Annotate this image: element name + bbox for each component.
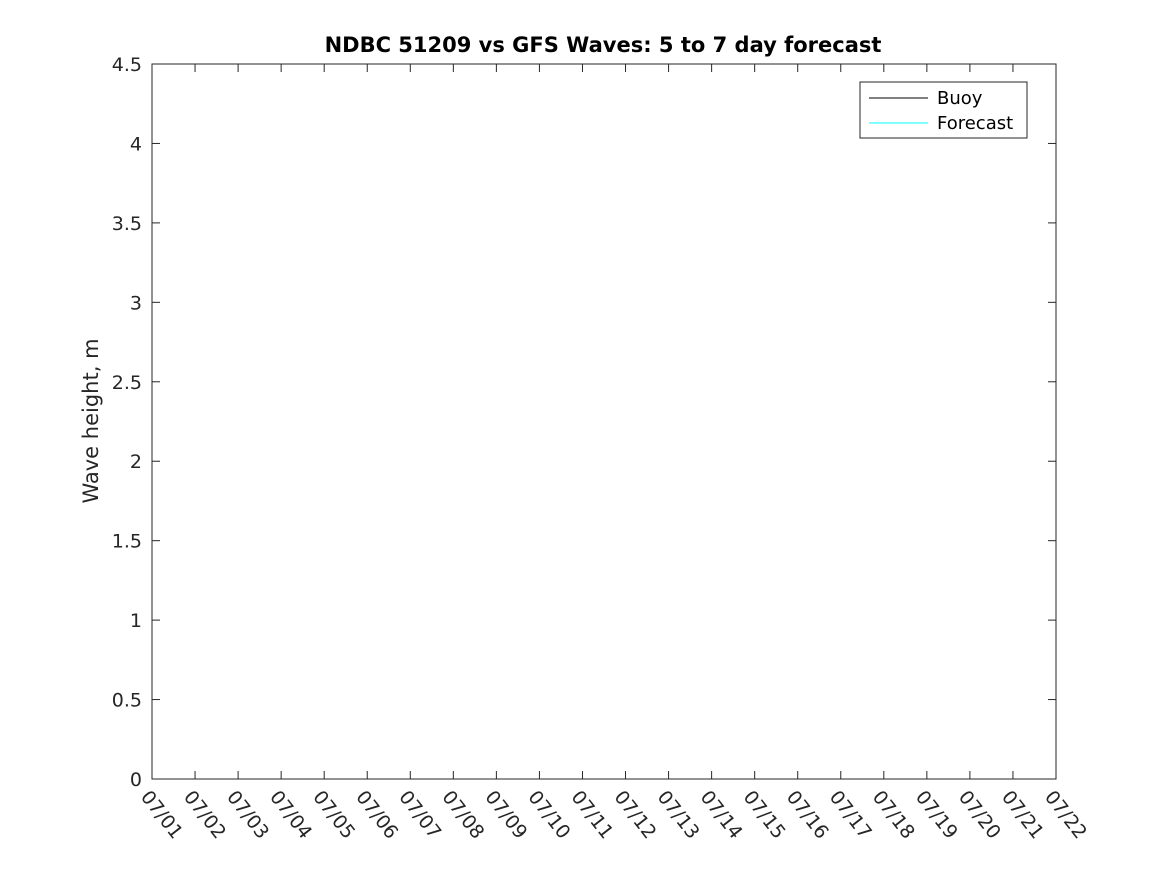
x-tick-label: 07/01 — [136, 787, 187, 844]
x-tick-label: 07/08 — [437, 787, 488, 844]
y-tick-label: 1 — [130, 610, 142, 632]
x-tick-label: 07/06 — [351, 787, 402, 844]
x-tick-label: 07/22 — [1040, 787, 1091, 844]
plot-frame — [151, 63, 1057, 780]
x-tick-label: 07/18 — [868, 787, 919, 844]
x-tick-label: 07/07 — [394, 787, 445, 844]
y-tick-label: 2 — [130, 451, 142, 473]
y-tick-label: 3 — [130, 292, 142, 314]
legend-label-buoy: Buoy — [937, 88, 983, 109]
x-tick-label: 07/20 — [954, 787, 1005, 844]
y-tick-label: 3.5 — [112, 213, 142, 235]
x-tick-label: 07/12 — [610, 787, 661, 844]
y-tick-label: 4.5 — [112, 54, 142, 76]
x-tick-label: 07/05 — [308, 787, 359, 844]
x-tick-label: 07/11 — [567, 787, 618, 844]
y-tick-label: 0.5 — [112, 690, 142, 712]
x-tick-label: 07/03 — [222, 787, 273, 844]
y-tick-label: 4 — [130, 133, 142, 155]
plot-area — [152, 64, 1056, 779]
x-tick-label: 07/10 — [523, 787, 574, 844]
y-axis-label: Wave height, m — [79, 338, 103, 503]
y-tick-label: 0 — [130, 769, 142, 791]
x-tick-label: 07/19 — [911, 787, 962, 844]
legend-box — [859, 81, 1028, 139]
x-tick-label: 07/13 — [653, 787, 704, 844]
legend: Buoy Forecast — [859, 81, 1028, 139]
y-tick-label: 1.5 — [112, 531, 142, 553]
x-tick-label: 07/17 — [825, 787, 876, 844]
x-tick-label: 07/09 — [480, 787, 531, 844]
x-tick-label: 07/02 — [179, 787, 230, 844]
y-axis-ticks: 0 0.5 1 1.5 2 2.5 3 3.5 4 4.5 — [112, 54, 1056, 791]
y-tick-label: 2.5 — [112, 372, 142, 394]
chart-title: NDBC 51209 vs GFS Waves: 5 to 7 day fore… — [325, 33, 882, 57]
x-tick-label: 07/16 — [782, 787, 833, 844]
legend-label-forecast: Forecast — [937, 113, 1013, 134]
x-tick-label: 07/15 — [739, 787, 790, 844]
x-tick-label: 07/14 — [696, 787, 747, 844]
x-tick-label: 07/04 — [265, 787, 316, 844]
x-tick-label: 07/21 — [997, 787, 1048, 844]
